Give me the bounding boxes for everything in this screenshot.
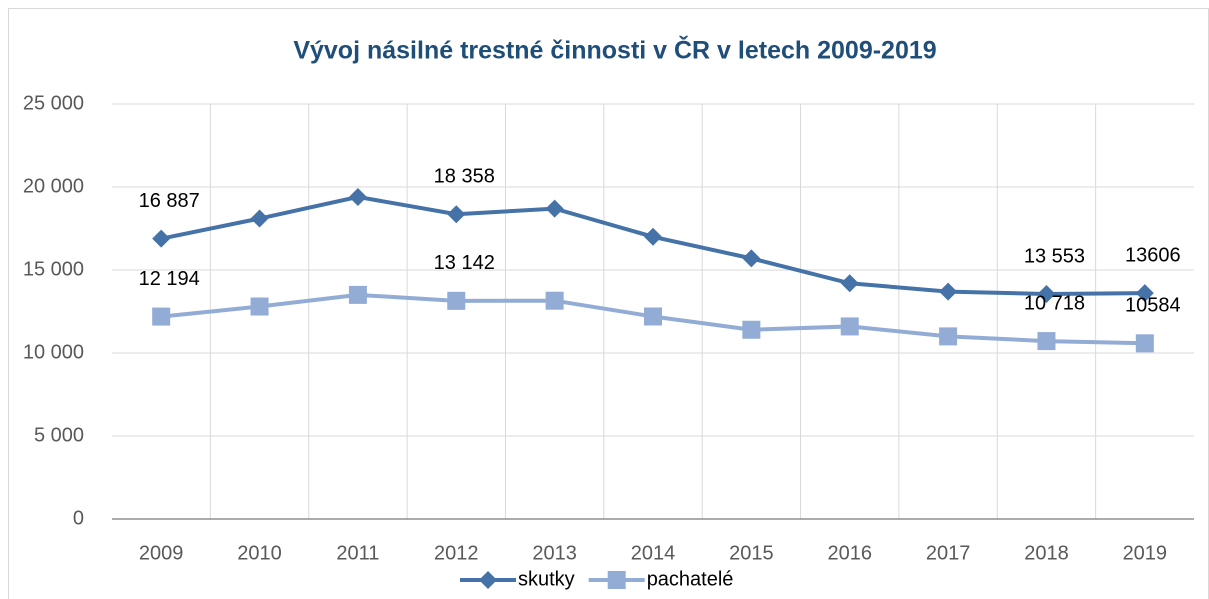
marker <box>1135 284 1154 303</box>
marker <box>348 187 367 206</box>
y-tick-label: 10 000 <box>23 341 84 363</box>
data-label: 13 142 <box>434 252 495 274</box>
marker <box>545 291 564 310</box>
marker <box>447 205 466 224</box>
marker <box>1037 332 1056 351</box>
x-tick-label: 2017 <box>926 542 971 564</box>
marker <box>250 297 269 316</box>
marker <box>545 199 564 218</box>
y-tick-label: 0 <box>73 507 84 529</box>
marker <box>742 320 761 339</box>
data-label: 10 718 <box>1024 292 1085 314</box>
marker <box>939 327 958 346</box>
y-tick-label: 5 000 <box>34 424 84 446</box>
x-tick-label: 2010 <box>237 542 282 564</box>
y-tick-label: 15 000 <box>23 258 84 280</box>
x-tick-label: 2011 <box>336 542 379 564</box>
x-tick-label: 2019 <box>1123 542 1168 564</box>
x-tick-label: 2012 <box>434 542 479 564</box>
marker <box>742 249 761 268</box>
data-label: 16 887 <box>139 190 200 212</box>
marker <box>250 209 269 228</box>
marker <box>152 229 171 248</box>
marker <box>644 227 662 246</box>
marker <box>644 307 662 326</box>
data-label: 18 358 <box>434 166 495 188</box>
y-tick-label: 25 000 <box>23 92 84 114</box>
marker <box>939 282 958 301</box>
legend-label: pachatelé <box>647 568 734 590</box>
x-tick-label: 2016 <box>827 542 872 564</box>
data-label: 13606 <box>1125 244 1181 266</box>
marker <box>152 307 171 326</box>
marker <box>1135 334 1154 353</box>
marker <box>348 285 367 304</box>
y-tick-label: 20 000 <box>23 175 84 197</box>
data-label: 10584 <box>1125 295 1181 317</box>
marker <box>840 274 859 293</box>
x-tick-label: 2018 <box>1024 542 1069 564</box>
data-label: 13 553 <box>1024 245 1085 267</box>
data-label: 12 194 <box>139 268 200 290</box>
x-tick-label: 2009 <box>139 542 184 564</box>
x-tick-label: 2014 <box>631 542 676 564</box>
marker <box>447 291 466 310</box>
chart-title: Vývoj násilné trestné činnosti v ČR v le… <box>293 35 936 65</box>
marker <box>840 317 859 336</box>
marker <box>1037 285 1056 304</box>
x-tick-label: 2015 <box>729 542 774 564</box>
x-tick-label: 2013 <box>532 542 577 564</box>
marker <box>607 571 626 589</box>
marker <box>479 571 497 589</box>
legend-label: skutky <box>518 568 575 590</box>
